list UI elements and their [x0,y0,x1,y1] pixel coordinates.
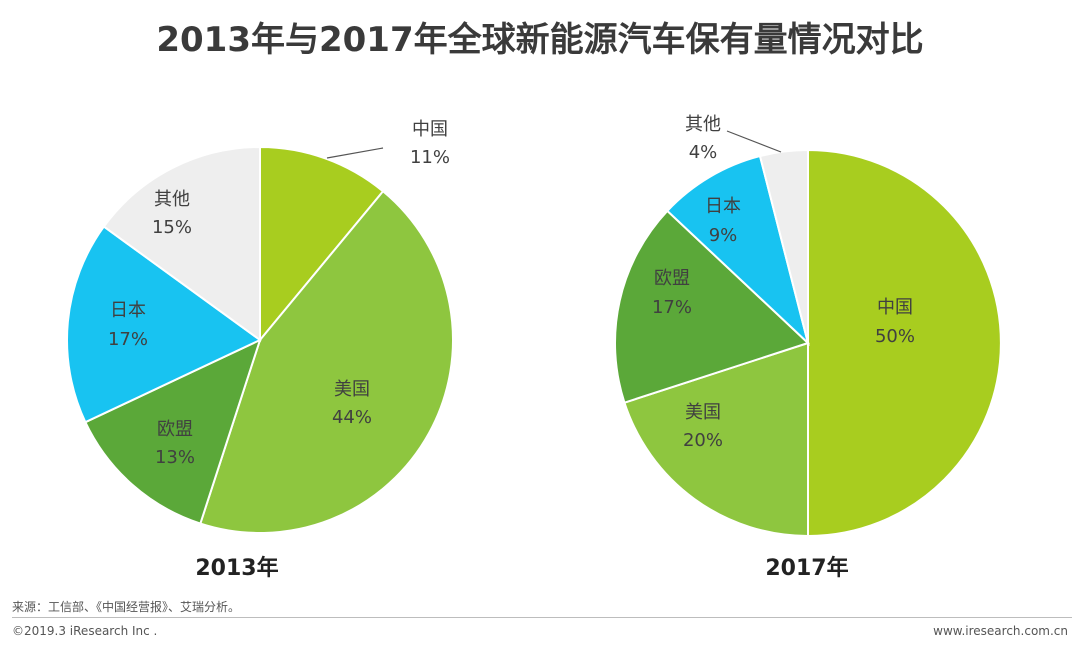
chart-title: 2013年与2017年全球新能源汽车保有量情况对比 [156,20,924,60]
slice-value-japan: 9% [709,225,738,246]
slice-value-other: 15% [152,217,192,238]
slice-value-china: 50% [875,326,915,347]
year-label: 2013年 [195,555,278,581]
slice-value-japan: 17% [108,329,148,350]
pie-slice-china [259,145,385,343]
copyright: ©2019.3 iResearch Inc . [12,624,158,638]
pie-slice-japan [66,225,262,424]
slice-value-china: 11% [410,147,450,168]
slice-label-usa: 美国 [334,379,370,400]
slice-label-china: 中国 [412,119,448,140]
website-url: www.iresearch.com.cn [933,624,1068,638]
pie-chart-2013: 中国 11% 美国 44% 欧盟 13% 日本 17% 其他 15% 2013年 [66,119,454,581]
pie-slice-eu [614,209,810,404]
slice-value-usa: 44% [332,407,372,428]
slice-value-usa: 20% [683,430,723,451]
pie-chart-2017: 中国 50% 美国 20% 欧盟 17% 日本 9% 其他 4% 2017年 [614,114,1002,581]
pie-slice-other [102,145,261,342]
slice-value-eu: 17% [652,297,692,318]
source-note: 来源：工信部、《中国经营报》、艾瑞分析。 [12,600,241,614]
pie-charts: 中国 11% 美国 44% 欧盟 13% 日本 17% 其他 15% 2013年 中国 50% 美国 20… [66,114,1002,581]
pie-slice-usa [623,341,809,538]
leader-line-other [726,130,782,153]
pie-slice-eu [84,338,262,525]
pie-slice-usa [199,189,454,534]
slice-label-japan: 日本 [705,196,741,217]
slice-label-other: 其他 [154,189,190,210]
year-label: 2017年 [765,555,848,581]
slice-label-usa: 美国 [685,402,721,423]
slice-label-other: 其他 [685,114,721,135]
pie-slice-china [807,148,1002,538]
footer-divider [12,617,1072,618]
leader-line-china [326,147,384,159]
pie-slice-japan [665,154,810,347]
slice-value-other: 4% [689,142,718,163]
slice-value-eu: 13% [155,447,195,468]
slice-label-eu: 欧盟 [654,268,690,289]
slice-label-japan: 日本 [110,300,146,321]
slice-label-china: 中国 [877,297,913,318]
slice-label-eu: 欧盟 [157,419,193,440]
pie-slice-other [758,148,809,344]
